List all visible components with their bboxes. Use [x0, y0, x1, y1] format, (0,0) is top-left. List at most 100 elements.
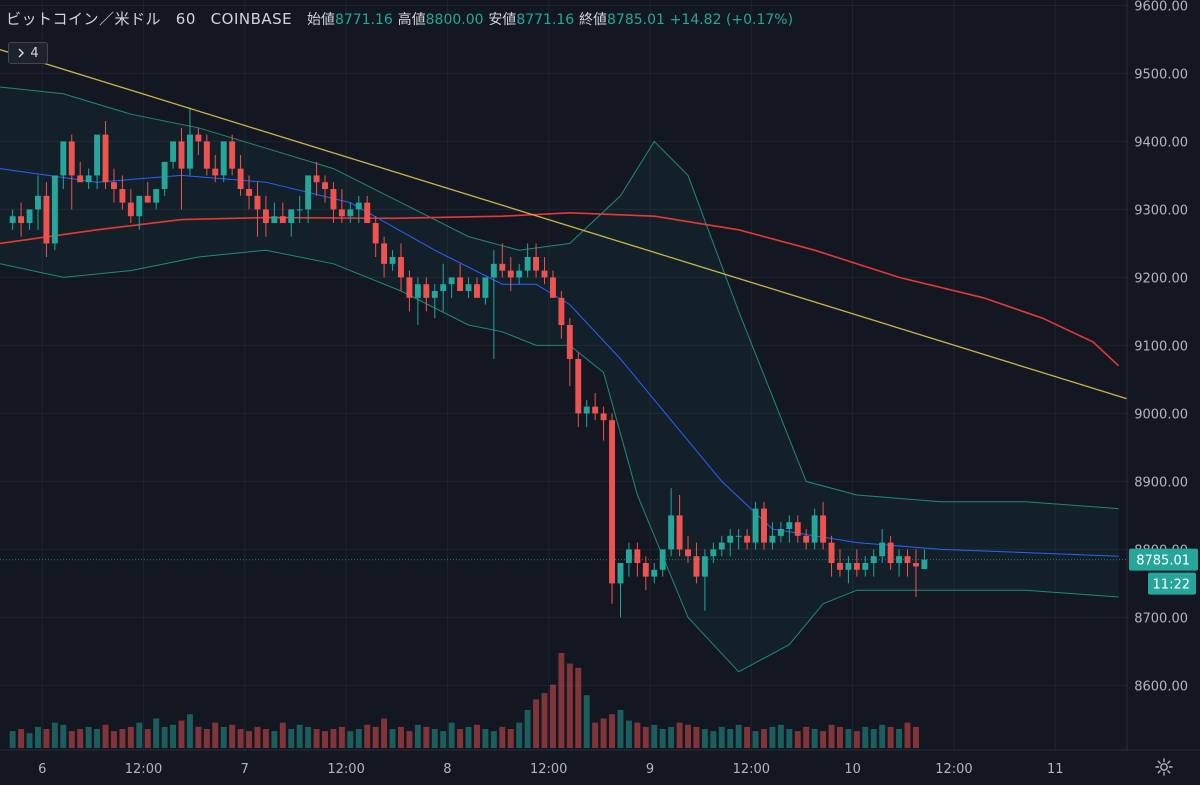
- candle-body: [634, 549, 641, 564]
- candle: [220, 141, 227, 183]
- volume-bar: [769, 726, 776, 748]
- candle: [296, 195, 303, 224]
- candle: [701, 549, 708, 611]
- trendline[interactable]: [0, 49, 1200, 441]
- volume-bar: [735, 724, 742, 748]
- volume-bar: [35, 726, 41, 748]
- candle: [136, 195, 143, 230]
- price-tick-label: 8600.00: [1134, 679, 1188, 694]
- volume-bar: [668, 726, 675, 748]
- indicators-toggle-button[interactable]: 4: [8, 42, 48, 64]
- candle: [431, 284, 438, 319]
- candle: [896, 549, 903, 577]
- candle-body: [448, 277, 455, 285]
- volume-bar: [558, 653, 565, 748]
- candle-body: [347, 209, 354, 217]
- candle: [752, 501, 759, 550]
- candle-body: [592, 406, 599, 414]
- volume-bar: [820, 731, 827, 748]
- candle: [406, 270, 413, 312]
- candle: [651, 563, 658, 584]
- volume-bar: [119, 729, 126, 748]
- volume-bar: [102, 724, 109, 748]
- volume-bar: [271, 731, 278, 748]
- volume-bar: [431, 729, 438, 748]
- candle: [617, 563, 624, 618]
- candle: [347, 202, 354, 224]
- candle: [625, 542, 632, 577]
- volume-bar: [701, 729, 708, 748]
- candle-body: [685, 549, 691, 557]
- time-tick-label: 6: [38, 762, 46, 777]
- volume-bar: [642, 726, 649, 748]
- candle-body: [271, 216, 278, 224]
- candle: [398, 243, 404, 292]
- candle-body: [102, 134, 109, 183]
- symbol-name[interactable]: ビットコイン／米ドル: [6, 10, 162, 28]
- candle-body: [440, 284, 447, 292]
- candle: [777, 522, 784, 543]
- volume-bar: [465, 726, 472, 748]
- candle: [68, 134, 75, 210]
- candle-body: [9, 216, 16, 224]
- candle-body: [153, 189, 160, 203]
- candle-body: [575, 359, 582, 414]
- candle-body: [254, 195, 261, 210]
- high-label: 高値: [397, 12, 426, 28]
- volume-bar: [887, 726, 894, 748]
- volume-bar: [414, 724, 421, 748]
- candle-body: [752, 508, 759, 543]
- price-badge-bg: [1129, 548, 1198, 571]
- trendline-segment[interactable]: [0, 49, 1200, 441]
- candle-body: [516, 270, 523, 278]
- volume-bar: [533, 699, 540, 748]
- candle-body: [853, 563, 860, 570]
- settings-button[interactable]: [1150, 756, 1178, 778]
- candle: [727, 529, 734, 557]
- candle: [102, 121, 109, 190]
- candle-body: [896, 556, 903, 564]
- volume-bar: [904, 722, 911, 748]
- volume-bar: [609, 714, 615, 748]
- candle: [178, 127, 185, 210]
- price-tick-label: 8900.00: [1134, 475, 1188, 490]
- candle: [161, 161, 168, 196]
- volume-bar: [85, 726, 92, 748]
- volume-bar: [727, 729, 734, 748]
- candle: [18, 202, 25, 237]
- candle-body: [617, 563, 624, 584]
- indicator-count: 4: [30, 45, 39, 61]
- volume-bar: [330, 729, 337, 748]
- candle-body: [609, 420, 615, 584]
- candle: [465, 277, 472, 298]
- open-label: 始値: [306, 12, 335, 28]
- candle-body: [51, 175, 58, 244]
- candle: [642, 556, 649, 591]
- candle: [414, 277, 421, 326]
- candle: [862, 556, 869, 577]
- candle: [634, 542, 641, 577]
- close-label: 終値: [579, 12, 607, 28]
- candle: [60, 141, 67, 190]
- time-axis[interactable]: 6 12:00 7 12:00 8 12:00 9 12:00 10 12:00 11: [0, 749, 1200, 785]
- candle-body: [558, 297, 565, 326]
- open-value: 8771.16: [334, 12, 393, 28]
- volume-bar: [246, 731, 252, 748]
- volume-bar: [288, 729, 295, 748]
- candle-body: [777, 529, 784, 536]
- candle-body: [921, 559, 928, 570]
- volume-bar: [423, 726, 430, 748]
- candle: [803, 529, 810, 550]
- volume-bar: [347, 731, 354, 748]
- candle-body: [879, 542, 886, 557]
- close-value: 8785.01: [607, 12, 665, 28]
- candle: [879, 529, 886, 564]
- candle: [381, 236, 388, 278]
- high-value: 8800.00: [425, 12, 484, 28]
- price-axis[interactable]: 9600.00 9500.00 9400.00 9300.00 9200.00 9100.…: [1126, 0, 1200, 750]
- interval[interactable]: 60: [175, 10, 196, 28]
- countdown-value: 11:22: [1153, 578, 1190, 593]
- candle: [288, 209, 295, 237]
- volume-bar: [381, 718, 388, 748]
